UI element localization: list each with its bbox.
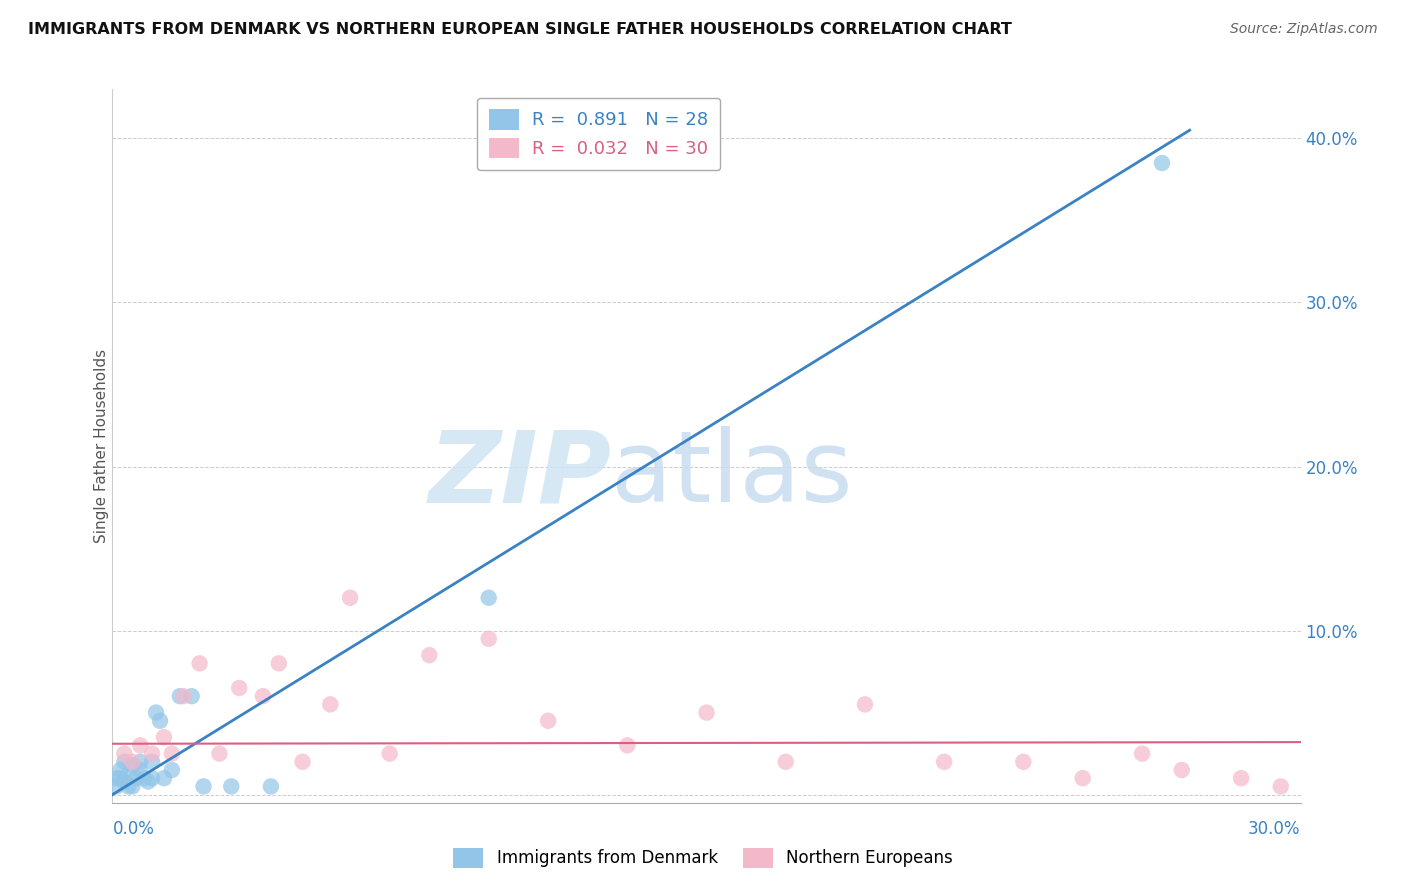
Point (112, 755, 135, 769)
Point (153, 771, 176, 785)
Point (934, 755, 956, 769)
Point (228, 681, 250, 695)
Point (145, 706, 167, 720)
Point (696, 706, 718, 720)
Point (1230, 771, 1253, 785)
Point (134, 771, 156, 785)
Point (129, 763, 152, 777)
Point (378, 747, 401, 761)
Point (141, 747, 163, 761)
Point (319, 698, 342, 712)
Point (112, 747, 135, 761)
Point (160, 763, 183, 777)
Point (153, 730, 176, 744)
Point (173, 689, 195, 703)
Point (775, 755, 797, 769)
Point (478, 591, 501, 605)
Text: atlas: atlas (612, 426, 853, 523)
Point (219, 780, 242, 794)
Point (110, 771, 132, 785)
Text: ZIP: ZIP (429, 426, 612, 523)
Point (616, 739, 638, 753)
Point (129, 755, 152, 769)
Point (141, 755, 163, 769)
Point (418, 648, 440, 662)
Point (112, 774, 135, 789)
Point (117, 768, 139, 782)
Point (160, 747, 183, 761)
Point (136, 774, 159, 789)
Text: Source: ZipAtlas.com: Source: ZipAtlas.com (1230, 22, 1378, 37)
Legend: R =  0.891   N = 28, R =  0.032   N = 30: R = 0.891 N = 28, R = 0.032 N = 30 (477, 97, 720, 169)
Point (188, 657, 211, 671)
Point (169, 689, 191, 703)
Point (117, 780, 139, 794)
Point (125, 771, 148, 785)
Point (260, 780, 283, 794)
Point (1270, 780, 1292, 794)
Point (121, 755, 143, 769)
Point (291, 755, 314, 769)
Legend: Immigrants from Denmark, Northern Europeans: Immigrants from Denmark, Northern Europe… (447, 841, 959, 875)
Point (1130, 747, 1153, 761)
Point (121, 758, 143, 772)
Text: 30.0%: 30.0% (1249, 820, 1301, 838)
Point (105, 780, 128, 794)
Point (1071, 771, 1094, 785)
Y-axis label: Single Father Households: Single Father Households (94, 349, 108, 543)
Point (141, 771, 163, 785)
Point (110, 763, 132, 777)
Point (105, 771, 128, 785)
Point (339, 591, 361, 605)
Point (121, 780, 143, 794)
Point (129, 739, 152, 753)
Point (1150, 156, 1173, 170)
Point (537, 714, 560, 728)
Text: 0.0%: 0.0% (112, 820, 155, 838)
Point (193, 780, 215, 794)
Point (1012, 755, 1035, 769)
Point (208, 747, 231, 761)
Point (267, 657, 290, 671)
Text: IMMIGRANTS FROM DENMARK VS NORTHERN EUROPEAN SINGLE FATHER HOUSEHOLDS CORRELATIO: IMMIGRANTS FROM DENMARK VS NORTHERN EURO… (28, 22, 1012, 37)
Point (252, 689, 274, 703)
Point (853, 698, 876, 712)
Point (149, 714, 172, 728)
Point (478, 632, 501, 646)
Point (1170, 763, 1192, 777)
Point (180, 689, 202, 703)
